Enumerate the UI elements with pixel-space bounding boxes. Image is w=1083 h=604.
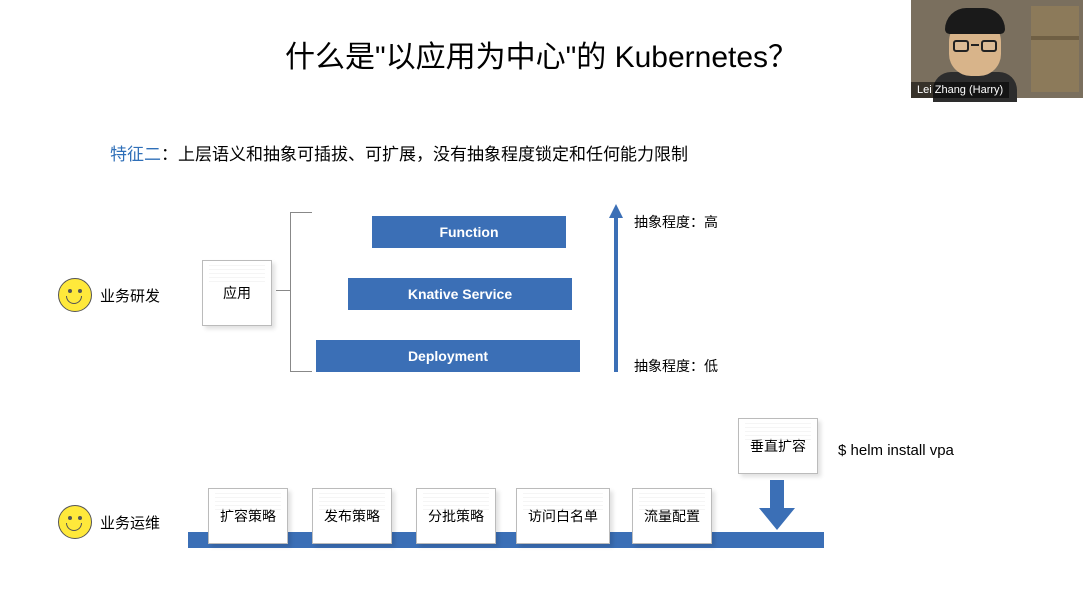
smiley-icon (58, 505, 92, 539)
app-card-label: 应用 (223, 283, 251, 303)
axis-line (614, 216, 618, 372)
box-function-label: Function (439, 224, 498, 240)
box-knative: Knative Service (348, 278, 572, 310)
ops-card-release: 发布策略 (312, 488, 392, 544)
box-deployment: Deployment (316, 340, 580, 372)
role-ops-label: 业务运维 (100, 512, 160, 533)
box-knative-label: Knative Service (408, 286, 512, 302)
subtitle-rest: ：上层语义和抽象可插拔、可扩展，没有抽象程度锁定和任何能力限制 (161, 145, 688, 164)
role-dev-label: 业务研发 (100, 285, 160, 306)
app-card: 应用 (202, 260, 272, 326)
ops-card-traffic: 流量配置 (632, 488, 712, 544)
ops-card-vertical-label: 垂直扩容 (750, 436, 806, 456)
axis-high-label: 抽象程度：高 (634, 212, 718, 232)
slide-subtitle: 特征二：上层语义和抽象可插拔、可扩展，没有抽象程度锁定和任何能力限制 (110, 140, 688, 165)
box-function: Function (372, 216, 566, 248)
bracket-stem (276, 290, 290, 291)
presenter-name: Lei Zhang (Harry) (911, 82, 1009, 98)
ops-card-whitelist: 访问白名单 (516, 488, 610, 544)
ops-card-batch: 分批策略 (416, 488, 496, 544)
ops-card-batch-label: 分批策略 (428, 506, 484, 526)
arrow-down-icon (762, 480, 792, 530)
axis-low-label: 抽象程度：低 (634, 356, 718, 376)
ops-card-whitelist-label: 访问白名单 (528, 506, 598, 526)
smiley-icon (58, 278, 92, 312)
arrow-up-icon (609, 204, 623, 218)
bracket-connector (290, 212, 312, 372)
subtitle-prefix: 特征二 (110, 145, 161, 164)
presenter-webcam: Lei Zhang (Harry) (911, 0, 1083, 98)
ops-card-release-label: 发布策略 (324, 506, 380, 526)
box-deployment-label: Deployment (408, 348, 488, 364)
ops-card-traffic-label: 流量配置 (644, 506, 700, 526)
ops-card-vertical: 垂直扩容 (738, 418, 818, 474)
ops-card-scale: 扩容策略 (208, 488, 288, 544)
helm-command: $ helm install vpa (838, 442, 954, 459)
ops-card-scale-label: 扩容策略 (220, 506, 276, 526)
